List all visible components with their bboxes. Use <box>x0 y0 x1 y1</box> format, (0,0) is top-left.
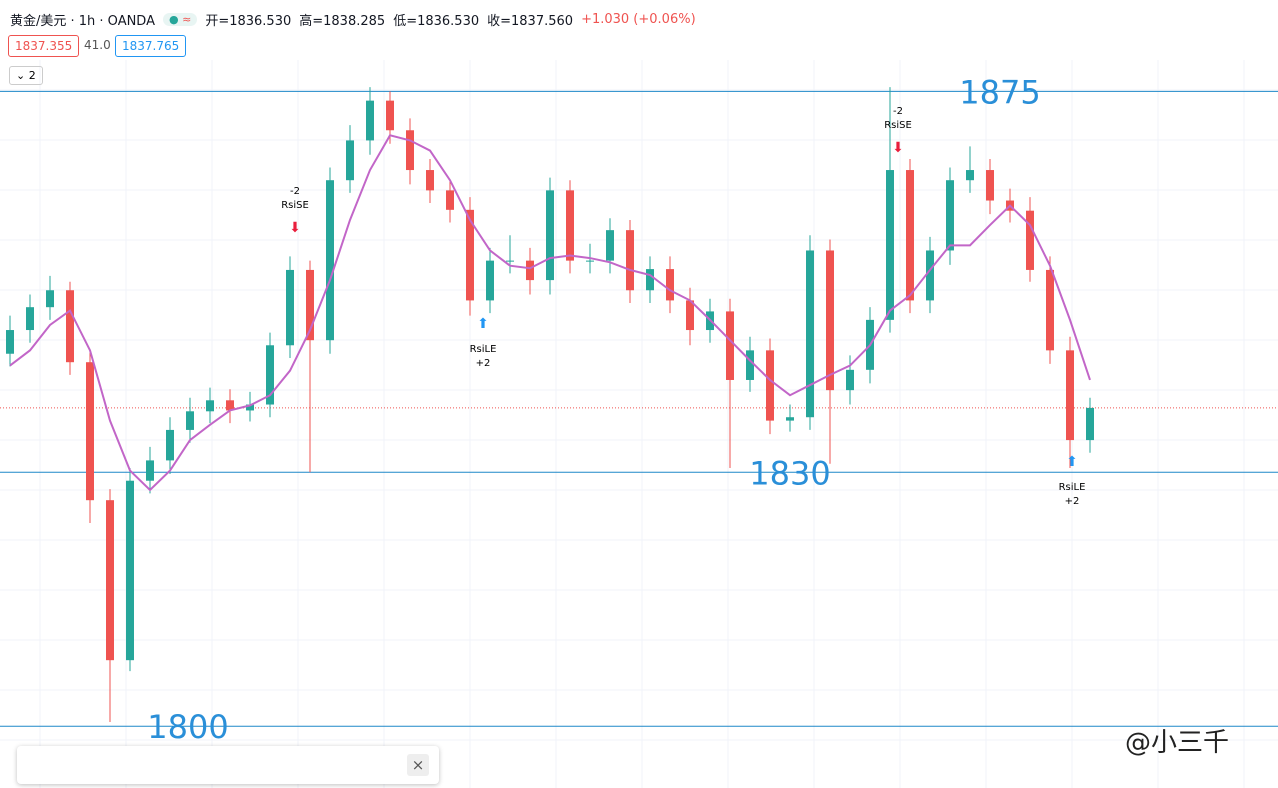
candle-body <box>1066 350 1074 441</box>
candle-body <box>966 170 974 181</box>
candle-body <box>446 190 454 210</box>
candle-body <box>666 269 674 301</box>
header: 黄金/美元 · 1h · OANDA ● ≈ 开=1836.530 高=1838… <box>10 10 696 29</box>
candle-body <box>566 190 574 261</box>
ohlc-close: 收=1837.560 <box>487 14 574 29</box>
signal-qty: +2 <box>476 358 491 369</box>
candle-body <box>826 250 834 391</box>
candle-body <box>66 290 74 363</box>
candle-body <box>366 100 374 141</box>
candle-body <box>386 100 394 131</box>
candle-body <box>646 269 654 291</box>
signal-label: RsiLE <box>1059 482 1086 493</box>
candle-body <box>526 260 534 281</box>
candle-body <box>246 404 254 411</box>
candle-body <box>886 170 894 320</box>
signal-label: RsiSE <box>281 200 309 211</box>
candle-body <box>766 350 774 421</box>
candle-body <box>626 230 634 291</box>
candle-body <box>226 400 234 411</box>
level-label: 1800 <box>147 708 228 746</box>
signal-arrow: ⬇ <box>892 140 904 156</box>
indicator-toggle[interactable]: ⌄ 2 <box>9 66 43 85</box>
candle-body <box>86 362 94 501</box>
candle-body <box>286 269 294 346</box>
candle-body <box>786 417 794 421</box>
level-label: 1830 <box>749 454 830 492</box>
candle-body <box>426 170 434 191</box>
badge: ≈ <box>182 13 192 26</box>
candle-body <box>606 230 614 261</box>
signal-arrow: ⬆ <box>1066 454 1078 470</box>
candle-body <box>506 260 514 262</box>
candle-body <box>726 311 734 380</box>
candle-body <box>946 180 954 251</box>
candle-body <box>186 411 194 430</box>
candle-body <box>806 250 814 418</box>
signal-arrow: ⬆ <box>477 316 489 332</box>
moving-average <box>9 134 1091 492</box>
candle-body <box>406 130 414 171</box>
signal-qty: -2 <box>290 186 300 197</box>
signal-qty: +2 <box>1065 496 1080 507</box>
indicator-count: 2 <box>28 69 36 82</box>
signal-label: RsiLE <box>470 344 497 355</box>
ohlc-open: 开=1836.530 <box>205 14 292 29</box>
candle-body <box>206 400 214 412</box>
ohlc-high: 高=1838.285 <box>299 14 386 29</box>
candle-body <box>1026 210 1034 270</box>
candle-body <box>546 190 554 281</box>
watermark: @小三千 <box>1125 728 1230 758</box>
candle-body <box>486 260 494 301</box>
candle-body <box>266 345 274 405</box>
level-label: 1875 <box>959 73 1040 111</box>
candle-body <box>346 140 354 181</box>
candle-body <box>26 307 34 331</box>
candle-body <box>1046 269 1054 351</box>
bottom-panel: × <box>17 746 439 784</box>
candle-body <box>6 330 14 354</box>
status: ● ≈ <box>162 13 198 26</box>
candle-body <box>106 500 114 661</box>
candle-body <box>846 369 854 391</box>
candle-body <box>906 170 914 301</box>
candle-body <box>306 269 314 341</box>
candle-body <box>46 290 54 308</box>
bid-button[interactable]: 1837.355 <box>8 35 80 57</box>
candle-body <box>146 460 154 481</box>
symbol: 黄金/美元 · 1h · OANDA <box>10 14 155 29</box>
candle-body <box>686 300 694 331</box>
ohlc-low: 低=1836.530 <box>393 14 480 29</box>
candle-body <box>1086 407 1094 441</box>
spread: 41.0 <box>84 38 111 52</box>
signal-arrow: ⬇ <box>289 220 301 236</box>
candle-body <box>986 170 994 201</box>
signal-qty: -2 <box>893 106 903 117</box>
candle-body <box>166 429 174 461</box>
candle-body <box>746 350 754 380</box>
close-button[interactable]: × <box>407 754 429 776</box>
candle-body <box>466 209 474 301</box>
signal-label: RsiSE <box>884 120 912 131</box>
candle-body <box>326 180 334 341</box>
candle-body <box>586 260 594 262</box>
change: +1.030 (+0.06%) <box>581 12 696 27</box>
candle-body <box>926 250 934 301</box>
candle-body <box>126 480 134 661</box>
ask-button[interactable]: 1837.765 <box>115 35 187 57</box>
